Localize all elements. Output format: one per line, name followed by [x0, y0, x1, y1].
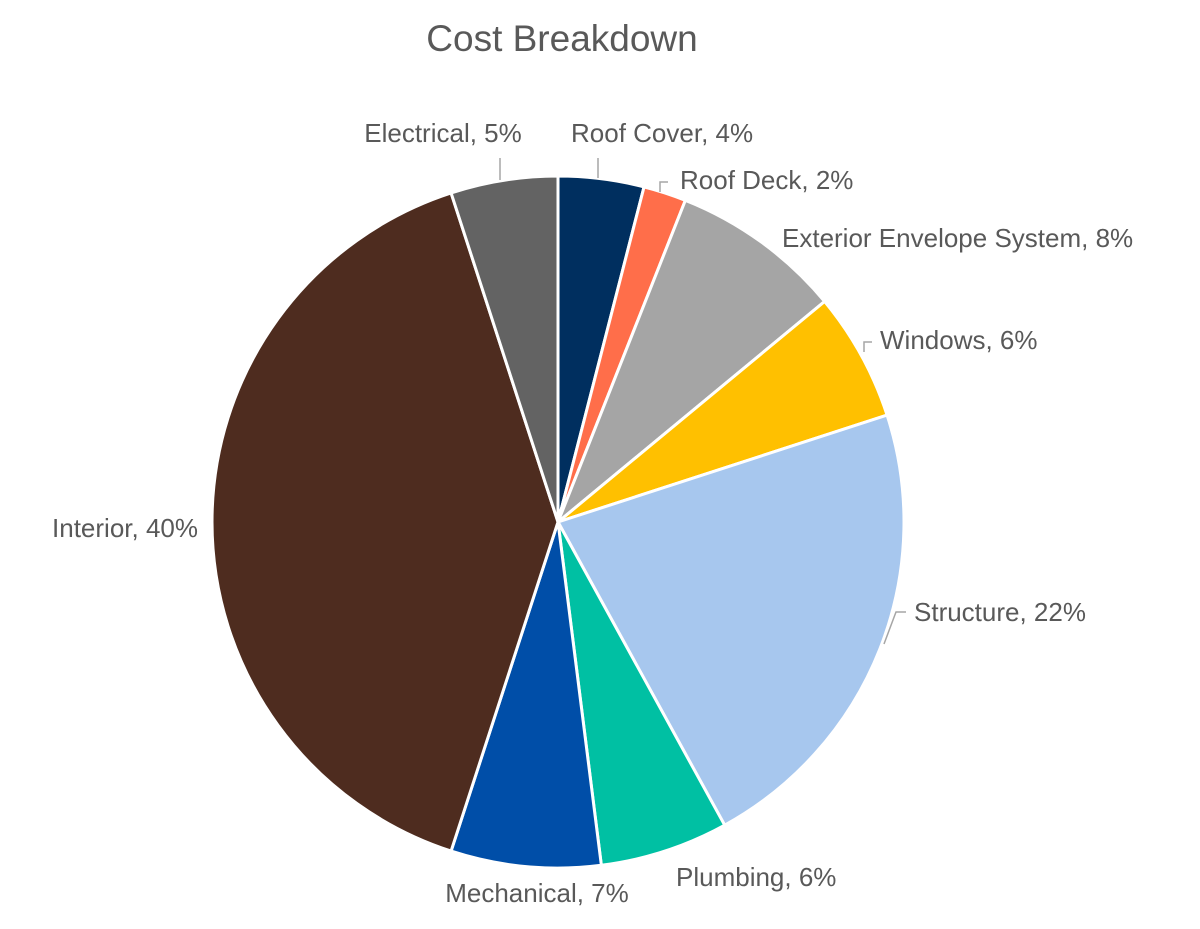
- pie-labels: Roof Cover, 4% Roof Deck, 2% Exterior Enve…: [52, 118, 1133, 908]
- pie-slice-electrical: [449, 174, 560, 523]
- data-label-electrical: Electrical, 5%: [364, 118, 522, 148]
- pie-slice-windows: [557, 299, 889, 524]
- pie-slices: [210, 174, 906, 870]
- chart-title: Cost Breakdown: [426, 18, 698, 59]
- pie-slice-interior: [210, 191, 560, 853]
- leader-line-structure: [883, 611, 906, 645]
- data-label-mechanical: Mechanical, 7%: [445, 878, 629, 908]
- pie-slice-plumbing: [556, 521, 727, 867]
- leader-line-windows: [863, 341, 872, 352]
- data-label-plumbing: Plumbing, 6%: [676, 862, 836, 892]
- leader-line-roof-deck: [659, 181, 668, 192]
- data-label-structure: Structure, 22%: [914, 597, 1086, 627]
- data-label-interior: Interior, 40%: [52, 513, 198, 543]
- data-label-exterior-envelope-system: Exterior Envelope System, 8%: [782, 223, 1133, 253]
- data-label-windows: Windows, 6%: [880, 325, 1038, 355]
- pie-slice-exterior-envelope-system: [556, 198, 827, 524]
- pie-slice-mechanical: [449, 521, 604, 870]
- data-label-roof-cover: Roof Cover, 4%: [571, 118, 753, 148]
- data-label-roof-deck: Roof Deck, 2%: [680, 165, 853, 195]
- pie-slice-structure: [555, 413, 906, 828]
